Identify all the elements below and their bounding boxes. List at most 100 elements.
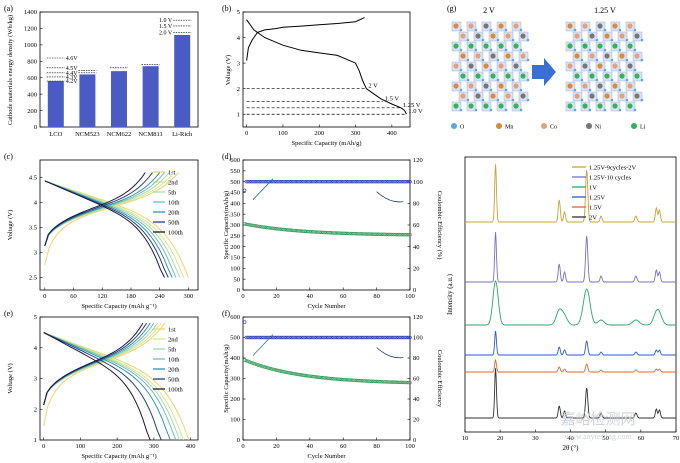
panel-d-efficiency-point <box>251 179 255 184</box>
panel-e-discharge-curve <box>43 332 162 441</box>
panel-f-capacity-point <box>406 380 411 385</box>
panel-g-legend-label: O <box>460 125 465 131</box>
panel-g-structure-left-atom <box>468 63 474 69</box>
panel-f-efficiency-point <box>261 335 265 340</box>
panel-f-capacity-point <box>266 366 270 370</box>
panel-f-capacity-point <box>268 366 272 371</box>
panel-d-capacity-point <box>328 231 332 235</box>
panel-g-structure-right-atom <box>603 108 607 112</box>
panel-g-structure-right-atom <box>625 98 629 102</box>
panel-d-capacity-point <box>276 227 280 231</box>
panel-g-structure-left-atom <box>468 23 474 29</box>
panel-f-label: (f) <box>222 309 230 318</box>
panel-a-bar <box>47 81 64 127</box>
panel-f-efficiency-point <box>304 335 309 340</box>
panel-d-y-tick-label: 450 <box>230 190 240 197</box>
panel-d-efficiency-point <box>289 179 294 184</box>
panel-b-x-tick-label: 300 <box>351 130 361 137</box>
panel-f-capacity-point <box>378 379 382 384</box>
panel-c-charge-curve <box>44 172 161 247</box>
panel-f-efficiency-point <box>348 335 352 340</box>
panel-f-capacity-point <box>379 380 384 384</box>
panel-g-legend-label: Mn <box>505 125 513 131</box>
panel-d-efficiency-point <box>379 179 384 184</box>
panel-g-structure-right-atom <box>574 73 580 79</box>
panel-g-legend-dot <box>541 123 547 129</box>
panel-f-x-tick-label: 20 <box>273 443 280 450</box>
panel-g-structure-right-atom <box>634 33 640 39</box>
panel-g-structure-left-atom <box>481 58 485 62</box>
panel-c-discharge-curve <box>44 180 185 278</box>
panel-d-capacity-point <box>246 222 250 227</box>
panel-d-capacity-point <box>263 225 267 229</box>
panel-c-y-tick-label: 2.5 <box>29 275 37 282</box>
panel-f-efficiency-point <box>346 335 350 340</box>
panel-f-capacity-point <box>276 368 280 373</box>
panel-f-y2-tick-label: 40 <box>413 396 420 403</box>
panel-a-level-label: 4.4V <box>66 71 79 77</box>
panel-g-structure-right-atom <box>619 93 625 99</box>
panel-b-x-tick-label: 0 <box>245 130 248 137</box>
panel-f-y-tick-label: 600 <box>230 314 240 321</box>
panel-g-label: (g) <box>447 4 457 13</box>
panel-d-capacity-point <box>369 232 374 236</box>
panel-h-xrd-trace <box>465 368 676 419</box>
panel-d-efficiency-point <box>281 179 285 184</box>
panel-f-capacity-point <box>339 377 344 382</box>
panel-f-efficiency-point <box>404 335 409 340</box>
panel-d-efficiency-point <box>374 179 379 184</box>
panel-d-capacity-point <box>244 222 249 226</box>
panel-f-efficiency-point <box>316 335 320 340</box>
panel-d-efficiency-point <box>391 179 395 184</box>
panel-f-y2-tick-label: 120 <box>413 314 423 321</box>
panel-d-efficiency-point <box>386 179 390 184</box>
panel-d-capacity-point <box>321 230 325 235</box>
panel-c-y-tick-label: 4.5 <box>29 175 37 182</box>
panel-d-efficiency-point <box>318 179 322 184</box>
panel-g-structure-right-atom <box>618 108 622 112</box>
panel-d-capacity-point <box>289 228 294 232</box>
panel-g-structure-right-atom <box>574 93 580 99</box>
panel-g-structure-right-atom <box>625 58 629 62</box>
panel-g-structure-right-atom <box>582 63 588 69</box>
panel-a-y-tick-label: 0 <box>34 124 37 131</box>
panel-d-capacity-point <box>279 227 284 231</box>
panel-g-structure-right-atom <box>573 108 577 112</box>
panel-c-y-tick-label: 4 <box>34 200 38 207</box>
panel-c-x-label: Specific Capacity (mAh g⁻¹) <box>81 303 156 310</box>
panel-g-structure-left-atom <box>468 43 474 49</box>
panel-f-arrow <box>376 347 404 359</box>
panel-d-efficiency-point <box>398 179 402 184</box>
panel-f-capacity-point <box>386 380 390 384</box>
panel-f-capacity-point <box>323 376 327 380</box>
panel-d-capacity-point <box>264 225 269 230</box>
panel-d-capacity-point <box>324 230 329 235</box>
panel-f-capacity-point <box>373 379 377 384</box>
panel-d-efficiency-point <box>242 188 247 193</box>
panel-d-y-tick-label: 100 <box>230 266 240 273</box>
panel-f-efficiency-point <box>398 335 402 340</box>
panel-g-structure-right-atom <box>627 103 633 109</box>
panel-d-efficiency-point <box>296 179 300 184</box>
panel-d-capacity-point <box>359 232 364 236</box>
panel-g-structure-right-atom <box>610 58 614 62</box>
panel-g-structure-left-atom <box>459 108 463 112</box>
panel-d-capacity-point <box>393 232 397 237</box>
panel-f-capacity-point <box>283 370 287 374</box>
panel-h-x-tick-label: 70 <box>673 435 680 442</box>
panel-g-structure-left-atom <box>519 28 523 32</box>
panel-a-level-label: 2.0 V <box>159 31 173 37</box>
panel-f-x-tick-label: 0 <box>241 443 244 450</box>
panel-b-y-tick-label: 3 <box>237 60 240 67</box>
panel-e-discharge-curve <box>43 332 171 441</box>
panel-g-structure-left-atom <box>505 53 511 59</box>
panel-d-capacity-point <box>266 226 270 230</box>
panel-f-capacity-point <box>333 377 337 381</box>
panel-c-legend-label: 5th <box>168 190 177 197</box>
panel-d-capacity-point <box>361 232 365 236</box>
panel-d: (d)0 20 40 60 80 1000501001502002503003504004… <box>222 152 443 310</box>
panel-d-efficiency-point <box>309 179 314 184</box>
panel-e-x-tick-label: 200 <box>112 443 122 450</box>
panel-f-efficiency-point <box>263 335 267 340</box>
panel-f-capacity-point <box>328 376 332 381</box>
